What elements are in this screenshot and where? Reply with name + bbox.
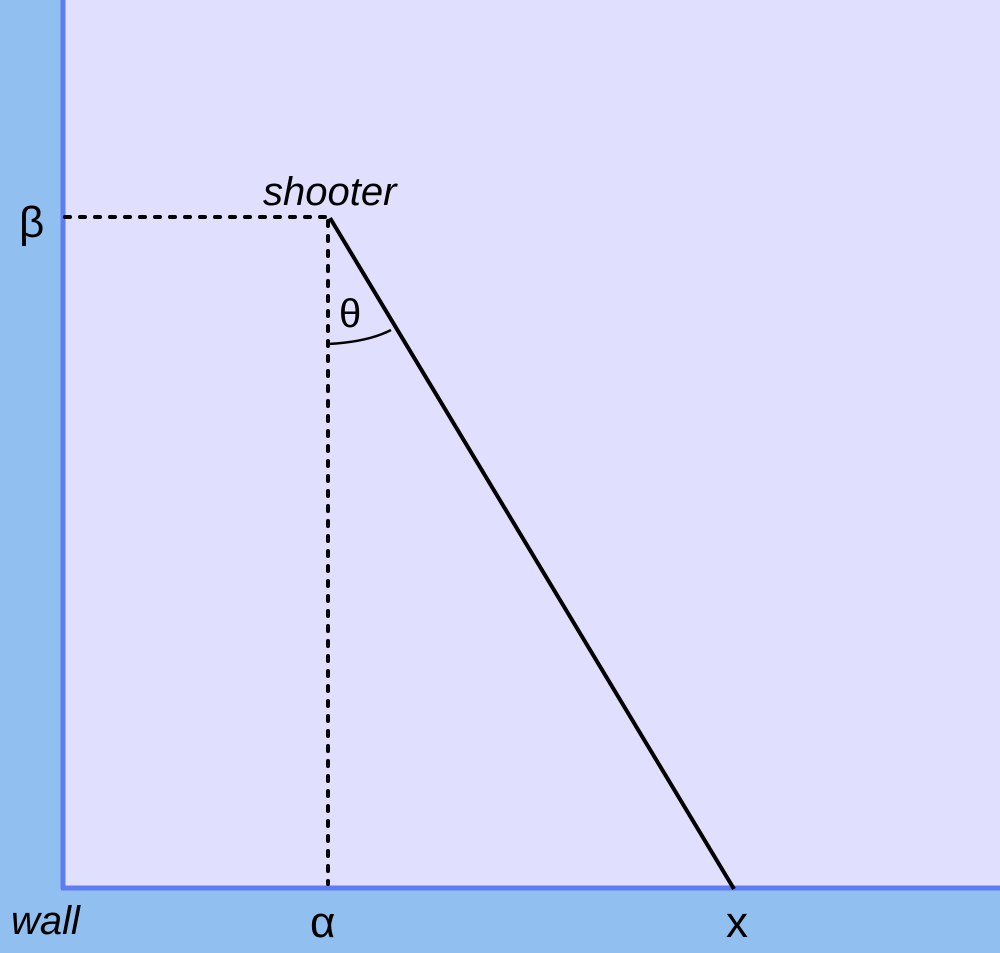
alpha-label: α [310, 898, 335, 947]
theta-arc [327, 328, 392, 346]
theta-label: θ [339, 292, 361, 336]
wall-label: wall [11, 899, 81, 943]
beta-label: β [19, 198, 44, 247]
shot-line [328, 216, 736, 891]
bottom-wall [0, 889, 1000, 953]
shooter-label: shooter [263, 170, 398, 214]
x-label: x [726, 898, 748, 947]
left-wall [0, 0, 62, 953]
